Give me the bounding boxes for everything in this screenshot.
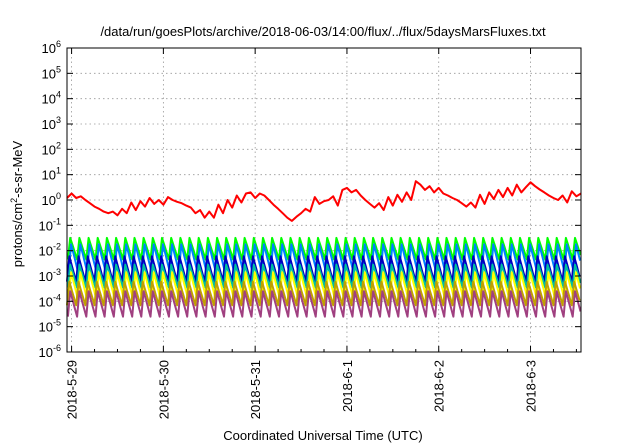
y-tick-label-exp: -1 <box>53 216 61 226</box>
y-tick-label-base: 10 <box>42 117 56 132</box>
x-tick-label: 2018-5-29 <box>65 360 80 419</box>
y-tick-label: 100 <box>42 191 61 208</box>
y-tick-label: 105 <box>42 64 61 81</box>
y-tick-label-exp: -4 <box>53 292 61 302</box>
y-tick-label-exp: -6 <box>53 343 61 353</box>
y-axis-label-sup: 2 <box>9 198 19 203</box>
y-tick-label-exp: 1 <box>56 166 61 176</box>
series-line-1 <box>66 236 582 261</box>
y-tick-label-exp: 3 <box>56 115 61 125</box>
y-tick-label: 101 <box>42 166 61 183</box>
y-tick-label-base: 10 <box>39 269 53 284</box>
y-tick-label-base: 10 <box>42 66 56 81</box>
x-tick-label: 2018-5-31 <box>248 360 263 419</box>
series-line-0 <box>66 180 582 222</box>
y-axis-label-rest: -s-sr-MeV <box>10 140 25 197</box>
y-tick-label-base: 10 <box>39 244 53 259</box>
y-tick-label: 10-1 <box>39 216 61 233</box>
y-ticks: 10-610-510-410-310-210-11001011021031041… <box>39 39 581 360</box>
y-axis-label: protons/cm2-s-sr-MeV <box>9 140 25 267</box>
y-tick-label-exp: -3 <box>53 267 61 277</box>
y-tick-label: 102 <box>42 140 61 157</box>
x-ticks: 2018-5-29 2018-5-30 2018-5-31 2018-6-1 2018-… <box>65 48 577 419</box>
y-tick-label: 10-4 <box>39 292 61 309</box>
y-tick-label: 10-5 <box>39 318 61 335</box>
y-tick-label-base: 10 <box>39 218 53 233</box>
y-tick-label: 10-6 <box>39 343 61 360</box>
y-tick-label-base: 10 <box>42 193 56 208</box>
y-tick-label: 10-2 <box>39 242 61 259</box>
y-tick-label-exp: -5 <box>53 318 61 328</box>
y-tick-label: 10-3 <box>39 267 61 284</box>
y-tick-label-base: 10 <box>42 142 56 157</box>
series-line-4 <box>66 263 582 289</box>
y-tick-label-exp: 2 <box>56 140 61 150</box>
y-tick-label-exp: 4 <box>56 90 61 100</box>
y-tick-label-exp: 5 <box>56 64 61 74</box>
y-tick-label-base: 10 <box>39 320 53 335</box>
y-tick-label-exp: 0 <box>56 191 61 201</box>
y-axis-label-base: protons/cm <box>10 203 25 267</box>
y-tick-label-exp: 6 <box>56 39 61 49</box>
y-tick-label-base: 10 <box>39 294 53 309</box>
x-axis-label: Coordinated Universal Time (UTC) <box>223 428 422 443</box>
y-tick-label-base: 10 <box>39 345 53 360</box>
y-tick-label-base: 10 <box>42 168 56 183</box>
y-tick-label: 103 <box>42 115 61 132</box>
chart-title: /data/run/goesPlots/archive/2018-06-03/1… <box>100 24 546 39</box>
x-tick-label: 2018-6-3 <box>524 360 539 412</box>
x-tick-label: 2018-6-1 <box>340 360 355 412</box>
series-line-6 <box>66 280 581 307</box>
y-tick-label-base: 10 <box>42 41 56 56</box>
x-tick-label: 2018-6-2 <box>432 360 447 412</box>
y-tick-label-exp: -2 <box>53 242 61 252</box>
y-tick-label-base: 10 <box>42 92 56 107</box>
series-line-7 <box>66 290 582 318</box>
x-tick-label: 2018-5-30 <box>156 360 171 419</box>
series-group <box>66 180 582 318</box>
y-tick-label: 106 <box>42 39 61 56</box>
y-tick-label: 104 <box>42 90 61 107</box>
